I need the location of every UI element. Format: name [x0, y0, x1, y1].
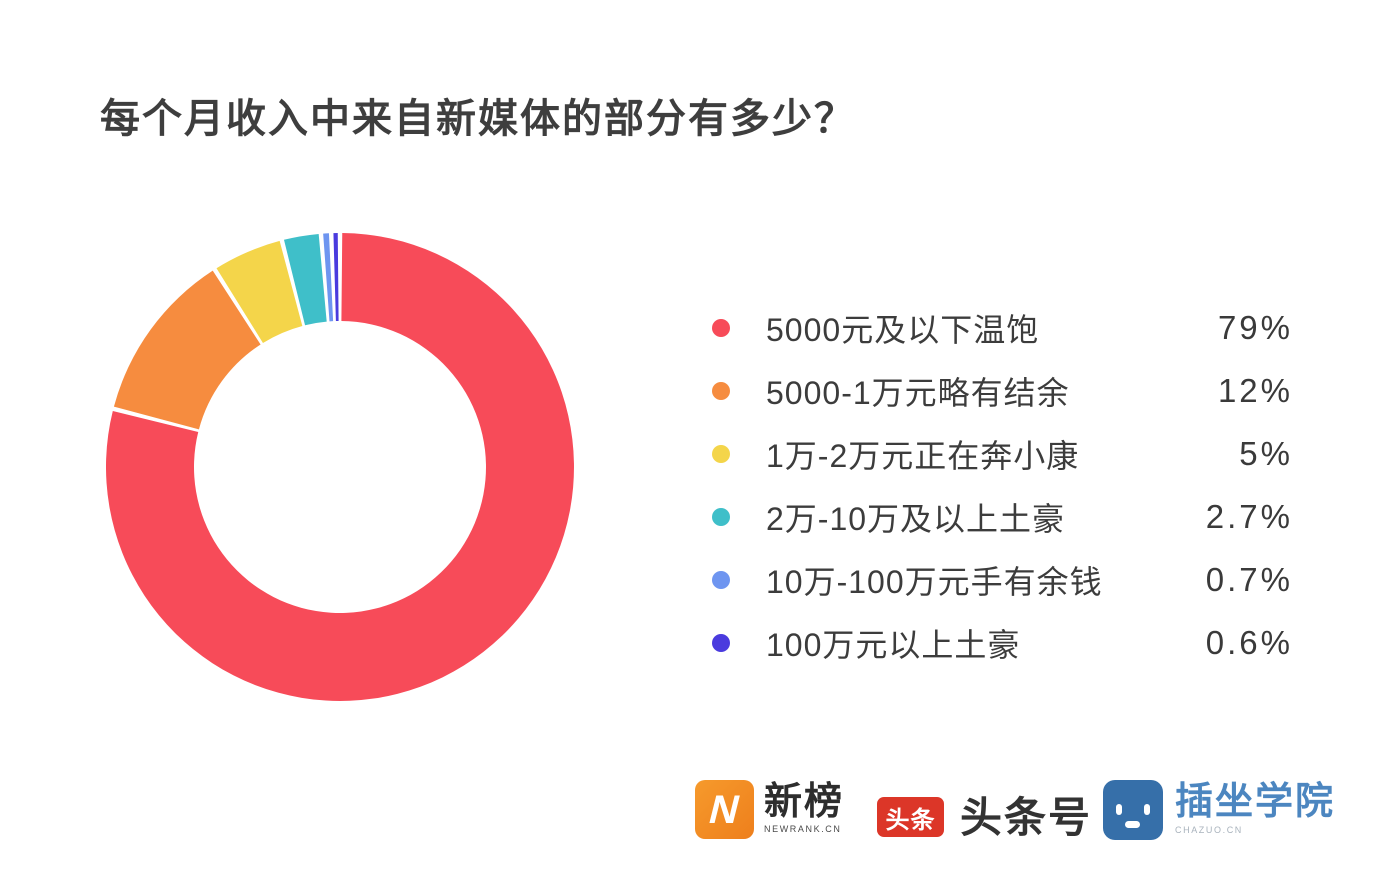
chazuo-name: 插坐学院 — [1175, 781, 1336, 824]
newrank-icon-letter: N — [704, 787, 745, 832]
donut-slice-0 — [105, 233, 574, 701]
toutiao-name: 头条号 — [960, 794, 1093, 841]
footer-logos: N 新榜 NEWRANK.CN 头条 头条号 插坐学院 CHAZUO.CN — [0, 778, 1399, 848]
newrank-subtext: NEWRANK.CN — [764, 824, 842, 835]
chazuo-face-right-eye — [1144, 804, 1150, 815]
legend-label: 100万元以上土豪 — [766, 626, 1021, 663]
legend-item: 5000元及以下温饱 79% — [712, 296, 1293, 359]
legend-item: 5000-1万元略有结余 12% — [712, 359, 1293, 422]
newrank-name: 新榜 — [764, 780, 845, 823]
legend-dot — [712, 381, 730, 400]
legend-percent: 0.6% — [1205, 623, 1293, 661]
donut-chart — [105, 233, 574, 701]
legend-dot — [712, 318, 730, 337]
chazuo-logo: 插坐学院 CHAZUO.CN — [1103, 778, 1335, 840]
legend-label: 1万-2万元正在奔小康 — [766, 437, 1080, 474]
toutiao-logo: 头条 头条号 — [877, 778, 1092, 845]
legend-label: 10万-100万元手有余钱 — [766, 563, 1103, 600]
legend-item: 2万-10万及以上土豪 2.7% — [712, 485, 1293, 548]
legend-percent: 79% — [1217, 308, 1293, 346]
legend-label: 5000元及以下温饱 — [766, 311, 1040, 348]
legend-percent: 2.7% — [1205, 497, 1293, 535]
legend-percent: 0.7% — [1205, 560, 1293, 598]
legend-dot — [712, 444, 730, 463]
legend-dot — [712, 633, 730, 652]
toutiao-icon: 头条 — [877, 797, 944, 837]
newrank-n-icon: N — [695, 780, 754, 839]
legend-percent: 12% — [1217, 371, 1293, 409]
chazuo-logo-text: 插坐学院 CHAZUO.CN — [1175, 781, 1336, 835]
page-title: 每个月收入中来自新媒体的部分有多少？ — [100, 97, 856, 141]
chazuo-face-mouth — [1125, 821, 1140, 828]
chazuo-face-icon — [1103, 780, 1163, 840]
newrank-logo-text: 新榜 NEWRANK.CN — [764, 780, 845, 835]
legend-dot — [712, 507, 730, 526]
donut-slice-3 — [283, 233, 327, 326]
toutiao-icon-text: 头条 — [885, 806, 936, 834]
legend-label: 2万-10万及以上土豪 — [766, 500, 1066, 537]
legend-dot — [712, 570, 730, 589]
donut-chart-area — [105, 233, 574, 701]
legend-item: 100万元以上土豪 0.6% — [712, 611, 1293, 674]
legend-percent: 5% — [1239, 434, 1293, 472]
chart-legend: 5000元及以下温饱 79% 5000-1万元略有结余 12% 1万-2万元正在… — [712, 296, 1293, 674]
donut-slice-2 — [216, 240, 303, 343]
donut-slice-5 — [333, 233, 339, 322]
legend-item: 1万-2万元正在奔小康 5% — [712, 422, 1293, 485]
donut-slice-4 — [323, 233, 334, 322]
chazuo-face-left-eye — [1116, 804, 1122, 815]
newrank-logo: N 新榜 NEWRANK.CN — [695, 778, 844, 839]
legend-item: 10万-100万元手有余钱 0.7% — [712, 548, 1293, 611]
chazuo-subtext: CHAZUO.CN — [1175, 824, 1243, 835]
donut-slice-1 — [113, 270, 261, 430]
legend-label: 5000-1万元略有结余 — [766, 374, 1070, 411]
